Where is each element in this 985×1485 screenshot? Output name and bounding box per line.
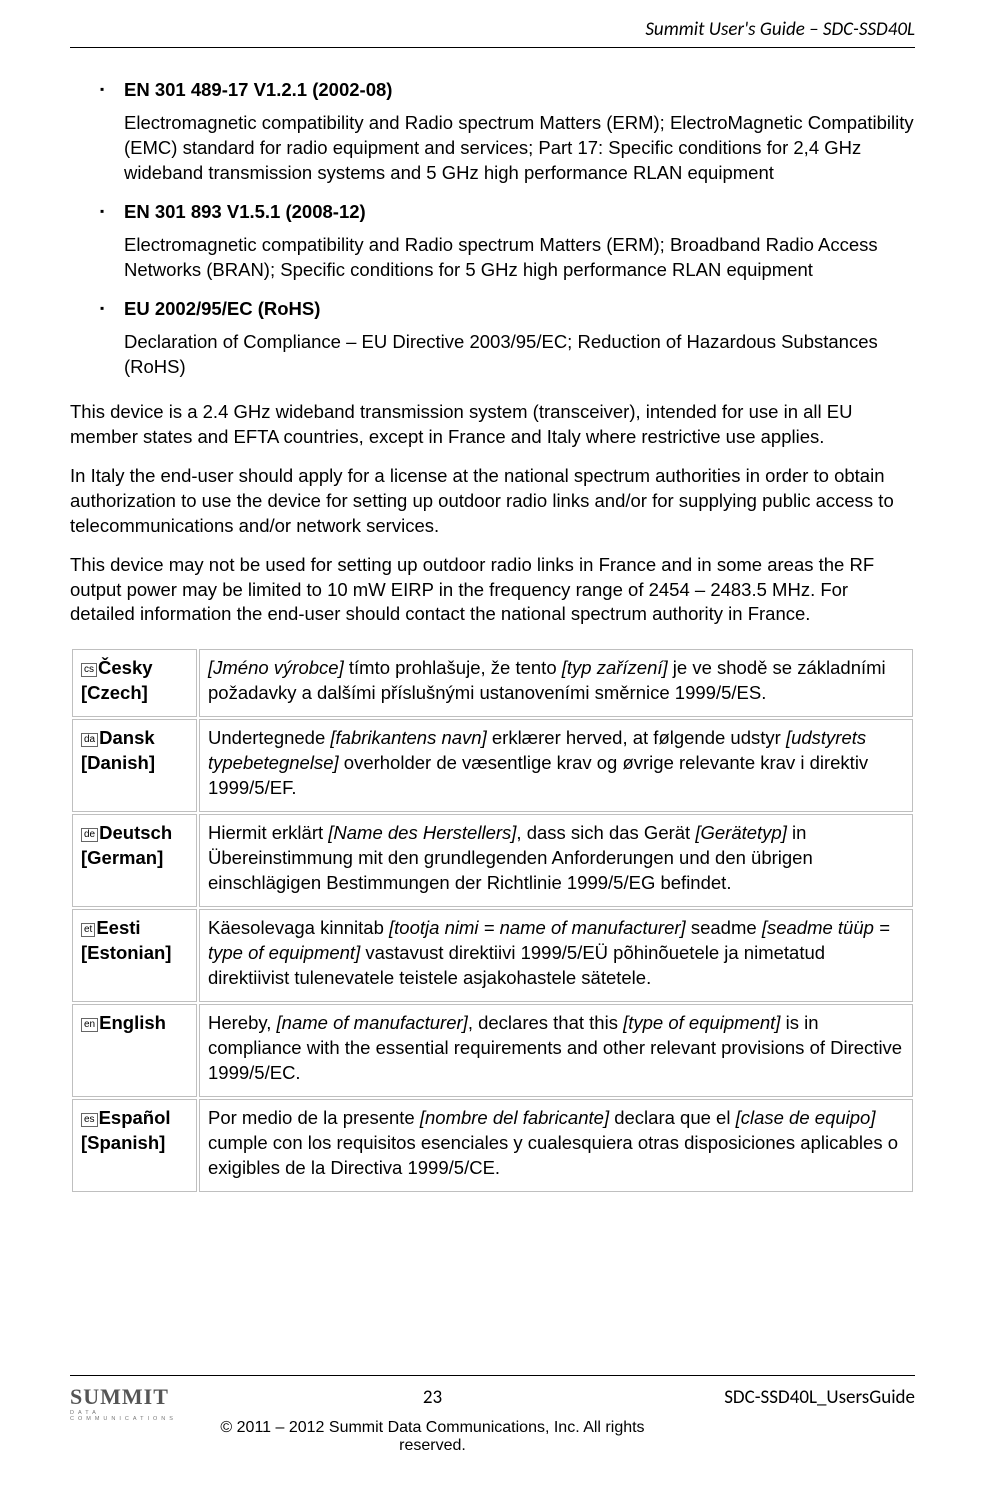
language-english: [Spanish] — [81, 1132, 165, 1153]
language-native: Español — [99, 1107, 171, 1128]
footer-rule — [70, 1375, 915, 1376]
table-row: deDeutsch [German]Hiermit erklärt [Name … — [72, 814, 913, 907]
header-rule — [70, 47, 915, 48]
page-footer: SUMMIT DATA COMMUNICATIONS 23 © 2011 – 2… — [70, 1375, 915, 1455]
standard-description: Declaration of Compliance – EU Directive… — [124, 330, 915, 380]
bullet-icon: ▪ — [100, 78, 124, 103]
declaration-text: Hereby, [name of manufacturer], declares… — [199, 1004, 913, 1097]
standard-description: Electromagnetic compatibility and Radio … — [124, 111, 915, 186]
language-native: Dansk — [99, 727, 155, 748]
declaration-text: Hiermit erklärt [Name des Herstellers], … — [199, 814, 913, 907]
standard-title: EN 301 893 V1.5.1 (2008-12) — [124, 200, 366, 225]
language-cell: esEspañol [Spanish] — [72, 1099, 197, 1192]
language-cell: daDansk [Danish] — [72, 719, 197, 812]
declaration-text: [Jméno výrobce] tímto prohlašuje, že ten… — [199, 649, 913, 717]
bullet-icon: ▪ — [100, 200, 124, 225]
logo-main-text: SUMMIT — [70, 1386, 200, 1408]
body-paragraph: This device is a 2.4 GHz wideband transm… — [70, 400, 915, 450]
page-number: 23 — [200, 1386, 665, 1409]
declaration-text: Käesolevaga kinnitab [tootja nimi = name… — [199, 909, 913, 1002]
table-row: daDansk [Danish]Undertegnede [fabrikante… — [72, 719, 913, 812]
lang-code-badge: de — [81, 828, 98, 842]
language-cell: deDeutsch [German] — [72, 814, 197, 907]
language-cell: enEnglish — [72, 1004, 197, 1097]
standards-list: ▪EN 301 489-17 V1.2.1 (2002-08)Electroma… — [70, 78, 915, 380]
body-paragraphs: This device is a 2.4 GHz wideband transm… — [70, 400, 915, 628]
lang-code-badge: en — [81, 1018, 98, 1032]
table-row: csČesky [Czech][Jméno výrobce] tímto pro… — [72, 649, 913, 717]
footer-logo: SUMMIT DATA COMMUNICATIONS — [70, 1386, 200, 1422]
lang-code-badge: et — [81, 923, 95, 937]
footer-doc-id: SDC-SSD40L_UsersGuide — [665, 1386, 915, 1409]
language-english: [Czech] — [81, 682, 148, 703]
standard-description: Electromagnetic compatibility and Radio … — [124, 233, 915, 283]
bullet-icon: ▪ — [100, 297, 124, 322]
standard-item: ▪EU 2002/95/EC (RoHS) Declaration of Comp… — [100, 297, 915, 380]
language-native: Deutsch — [99, 822, 172, 843]
language-english: [Danish] — [81, 752, 155, 773]
standard-item: ▪EN 301 489-17 V1.2.1 (2002-08) Electroma… — [100, 78, 915, 186]
logo-sub-text: DATA COMMUNICATIONS — [70, 1410, 200, 1422]
language-cell: etEesti [Estonian] — [72, 909, 197, 1002]
language-english: [Estonian] — [81, 942, 171, 963]
declaration-text: Undertegnede [fabrikantens navn] erklære… — [199, 719, 913, 812]
standard-title: EU 2002/95/EC (RoHS) — [124, 297, 320, 322]
copyright-text: © 2011 – 2012 Summit Data Communications… — [200, 1419, 665, 1455]
language-cell: csČesky [Czech] — [72, 649, 197, 717]
table-row: etEesti [Estonian]Käesolevaga kinnitab [… — [72, 909, 913, 1002]
lang-code-badge: da — [81, 733, 98, 747]
declaration-text: Por medio de la presente [nombre del fab… — [199, 1099, 913, 1192]
standard-item: ▪EN 301 893 V1.5.1 (2008-12) Electromagne… — [100, 200, 915, 283]
language-english: [German] — [81, 847, 163, 868]
lang-code-badge: es — [81, 1113, 98, 1127]
language-native: Eesti — [96, 917, 140, 938]
standard-title: EN 301 489-17 V1.2.1 (2002-08) — [124, 78, 392, 103]
table-row: enEnglishHereby, [name of manufacturer],… — [72, 1004, 913, 1097]
language-native: Česky — [98, 657, 153, 678]
declarations-table: csČesky [Czech][Jméno výrobce] tímto pro… — [70, 647, 915, 1193]
table-row: esEspañol [Spanish]Por medio de la prese… — [72, 1099, 913, 1192]
lang-code-badge: cs — [81, 663, 97, 677]
header-doc-title: Summit User's Guide – SDC-SSD40L — [70, 18, 915, 47]
language-native: English — [99, 1012, 166, 1033]
body-paragraph: In Italy the end-user should apply for a… — [70, 464, 915, 539]
body-paragraph: This device may not be used for setting … — [70, 553, 915, 628]
